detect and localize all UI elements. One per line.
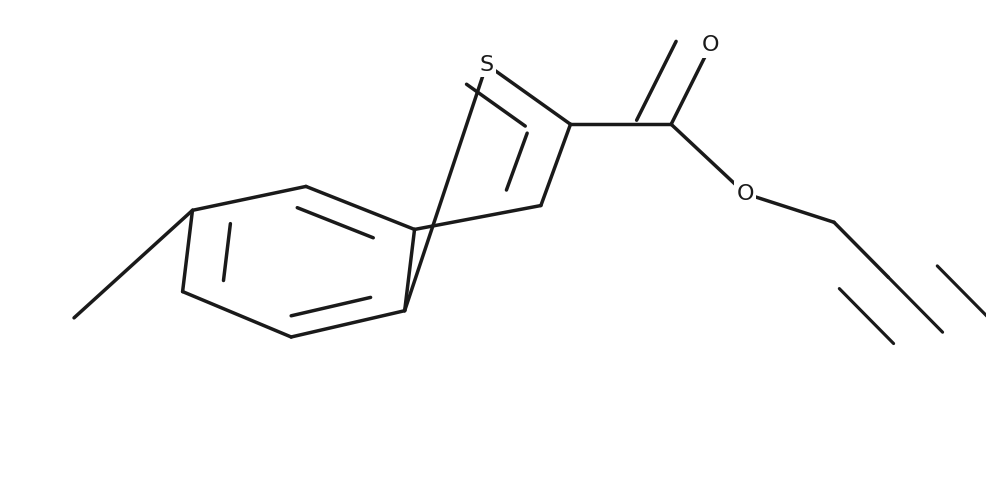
Text: O: O: [736, 184, 753, 204]
Text: O: O: [701, 35, 719, 55]
Text: S: S: [479, 54, 493, 75]
